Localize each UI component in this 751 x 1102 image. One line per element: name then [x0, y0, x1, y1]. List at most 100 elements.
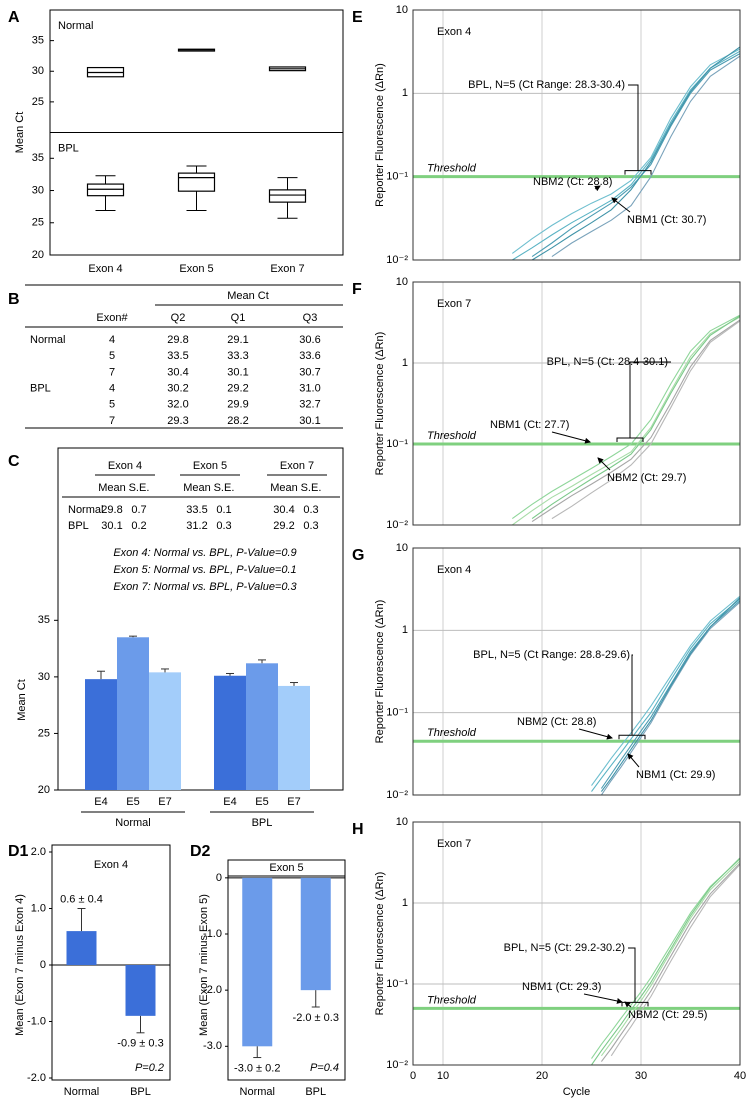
table-cell: 30.1 [227, 366, 248, 378]
amplification-curve [511, 316, 740, 525]
amplification-curve [531, 319, 740, 523]
y-tick-label: 1 [402, 897, 408, 909]
y-tick-label: 10⁻¹ [386, 978, 408, 990]
x-tick-label: Exon 4 [88, 263, 122, 275]
amplification-curve [600, 862, 740, 1062]
panel-label: H [352, 821, 364, 838]
table-cell: 29.3 [167, 415, 188, 427]
amplification-curve [600, 860, 740, 1057]
table-cell: 31.0 [299, 383, 320, 395]
bracket [624, 170, 652, 175]
table-cell: 30.4 [167, 366, 188, 378]
table-cell: 29.1 [227, 334, 248, 346]
frame [51, 844, 171, 1081]
x-axis-label: Cycle [563, 1086, 591, 1098]
y-tick-label: 1 [402, 87, 408, 99]
panel-label: A [8, 9, 20, 26]
panel-label: E [352, 9, 363, 26]
frame [412, 9, 741, 261]
annotation: NBM2 (Ct: 29.5) [628, 1009, 707, 1021]
subplot-title: Normal [58, 20, 93, 32]
y-axis-label: Reporter Fluorescence (ΔRn) [374, 600, 386, 744]
annotation: NBM1 (Ct: 30.7) [627, 214, 706, 226]
box [268, 189, 307, 203]
panel-label: F [352, 281, 362, 298]
bar [214, 675, 246, 790]
x-tick-label: 30 [635, 1070, 647, 1082]
y-tick-label: 10 [396, 816, 408, 828]
table-cell: 30.1 [299, 415, 320, 427]
annotation: BPL, N=5 (Ct Range: 28.3-30.4) [468, 79, 625, 91]
panel-label: C [8, 453, 20, 470]
x-tick-label: Exon 5 [179, 263, 213, 275]
y-tick-label: 35 [32, 35, 44, 47]
table-cell: 32.7 [299, 399, 320, 411]
bar [246, 663, 278, 790]
column-header: Q1 [231, 312, 246, 324]
x-tick-label: E7 [158, 796, 171, 808]
y-tick-label: 2.0 [31, 846, 46, 858]
amplification-curve [591, 858, 740, 1059]
table-cell: 29.8 [101, 504, 122, 516]
y-tick-label: 1.0 [31, 902, 46, 914]
table-cell: 29.2 [273, 520, 294, 532]
x-tick-label: E5 [255, 796, 268, 808]
y-tick-label: -1.0 [203, 928, 222, 940]
amplification-curve [511, 314, 740, 520]
table-cell: 29.9 [227, 399, 248, 411]
sub-header: Mean [183, 482, 211, 494]
x-tick-label: 40 [734, 1070, 746, 1082]
table-cell: 30.4 [273, 504, 294, 516]
table-cell: 28.2 [227, 415, 248, 427]
column-header: Exon 5 [193, 460, 227, 472]
arrow [583, 993, 623, 1004]
value-label: -3.0 ± 0.2 [234, 1062, 280, 1074]
amplification-curve [591, 857, 740, 1065]
y-tick-label: 0 [40, 959, 46, 971]
table-cell: 4 [109, 334, 115, 346]
bar [85, 679, 117, 790]
sub-header: Mean [98, 482, 126, 494]
row-group: Normal [30, 334, 65, 346]
value-label: -2.0 ± 0.3 [293, 1012, 339, 1024]
sub-header: Mean [270, 482, 298, 494]
table-cell: 32.0 [167, 399, 188, 411]
table-cell: 0.3 [303, 504, 318, 516]
column-header: Exon 4 [108, 460, 142, 472]
table-cell: 0.2 [131, 520, 146, 532]
bracket [618, 734, 646, 740]
y-axis-label: Mean Ct [16, 679, 28, 721]
sub-header: S.E. [214, 482, 235, 494]
y-axis-label: Reporter Fluorescence (ΔRn) [374, 332, 386, 476]
panel-label: G [352, 547, 364, 564]
annotation: Exon 4: Normal vs. BPL, P-Value=0.9 [113, 547, 296, 559]
arrow [597, 457, 611, 471]
column-header: Q2 [171, 312, 186, 324]
annotation: NBM2 (Ct: 28.8) [517, 716, 596, 728]
x-tick-label: E5 [126, 796, 139, 808]
table-cell: 30.2 [167, 383, 188, 395]
column-header: Exon 7 [280, 460, 314, 472]
y-axis-label: Reporter Fluorescence (ΔRn) [374, 872, 386, 1016]
bracket [621, 1001, 649, 1007]
y-tick-label: 10⁻² [386, 519, 408, 531]
y-tick-label: 35 [32, 152, 44, 164]
bar [66, 931, 97, 965]
y-tick-label: 10⁻¹ [386, 707, 408, 719]
bar [117, 637, 149, 790]
y-tick-label: 0 [216, 872, 222, 884]
x-tick-label: 20 [536, 1070, 548, 1082]
y-tick-label: 30 [32, 65, 44, 77]
y-tick-label: 20 [32, 249, 44, 261]
sub-header: S.E. [301, 482, 322, 494]
panel-label: D2 [190, 843, 211, 860]
chart-title: Exon 4 [94, 859, 128, 871]
x-tick-label: BPL [305, 1086, 326, 1098]
y-tick-label: 10⁻² [386, 254, 408, 266]
arrow [578, 728, 613, 740]
x-tick-label: E4 [94, 796, 107, 808]
y-tick-label: 25 [32, 96, 44, 108]
table-cell: 7 [109, 366, 115, 378]
